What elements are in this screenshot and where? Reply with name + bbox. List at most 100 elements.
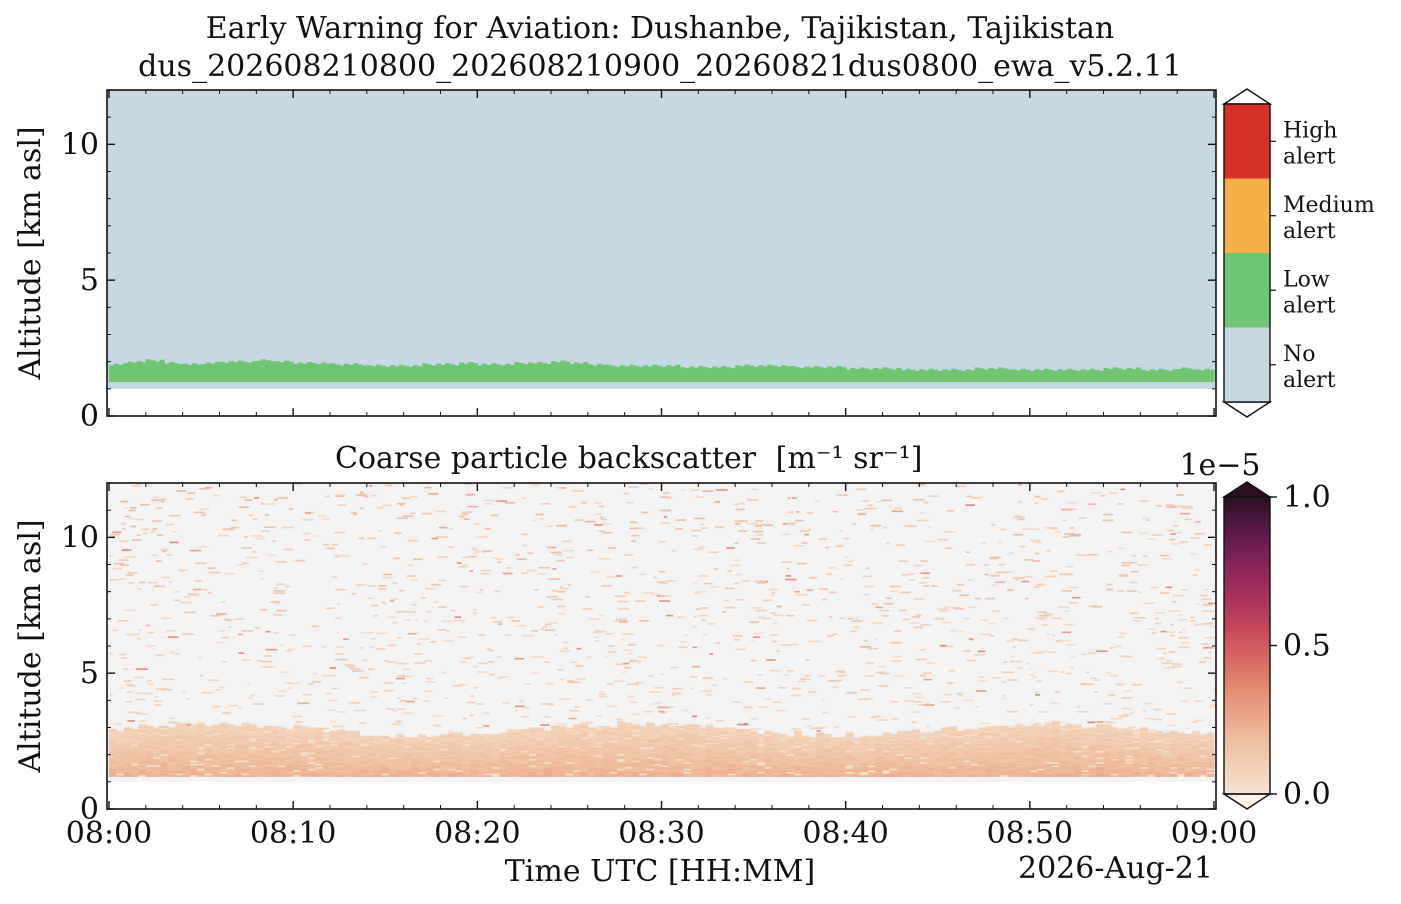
backscatter-cell [956,773,965,776]
backscatter-cell [1007,768,1016,771]
backscatter-cell [668,737,677,740]
backscatter-cell [521,769,530,773]
backscatter-cell [1125,756,1134,759]
backscatter-cell [639,740,648,743]
backscatter-cell [433,743,441,746]
backscatter-cell [1177,747,1186,750]
backscatter-cell [602,756,611,759]
backscatter-cell [271,732,279,735]
backscatter-cell [499,769,508,773]
backscatter-cell [632,771,640,774]
backscatter-cell [1037,747,1046,750]
backscatter-cell [661,732,670,735]
backscatter-cell [477,740,486,743]
backscatter-cell [263,764,272,768]
backscatter-cell [646,740,655,743]
backscatter-cell [757,750,766,753]
backscatter-cell [477,734,486,737]
backscatter-cell [727,732,736,735]
backscatter-cell [609,760,618,763]
backscatter-cell [131,737,139,740]
backscatter-cell [1037,748,1046,751]
backscatter-cell [1044,722,1053,725]
backscatter-cell [934,734,942,737]
backscatter-cell [190,734,198,737]
backscatter-cell [1199,758,1208,761]
backscatter-cell [307,730,316,733]
backscatter-cell [381,771,390,774]
low-alert-cell [247,362,253,383]
backscatter-cell [1051,729,1060,732]
backscatter-cell [602,769,611,773]
backscatter-cell [1118,735,1127,738]
backscatter-cell [720,738,729,742]
low-alert-cell [956,369,962,383]
backscatter-cell [727,727,736,730]
backscatter-cell [558,725,567,728]
backscatter-cell [381,760,390,763]
backscatter-cell [1184,735,1193,738]
backscatter-cell [300,745,309,748]
backscatter-cell [514,756,523,759]
backscatter-cell [882,742,891,745]
backscatter-cell [904,734,913,737]
backscatter-cell [1015,732,1023,735]
backscatter-cell [985,768,994,771]
backscatter-cell [1110,755,1119,758]
backscatter-cell [1125,753,1134,756]
backscatter-cell [926,743,935,746]
backscatter-cell [609,774,618,777]
backscatter-cell [624,760,633,763]
legend-label-line1: No [1283,342,1316,367]
backscatter-cell [418,745,427,748]
backscatter-cell [1044,760,1053,763]
backscatter-cell [307,756,316,759]
backscatter-cell [273,587,279,589]
backscatter-cell [411,756,419,759]
backscatter-cell [970,740,979,743]
backscatter-cell [948,737,957,740]
backscatter-cell [234,725,243,728]
backscatter-cell [661,768,670,771]
backscatter-cell [1155,764,1163,768]
backscatter-cell [779,756,788,759]
backscatter-cell [315,740,324,743]
backscatter-cell [985,734,994,737]
backscatter-cell [248,755,257,758]
backscatter-cell [285,763,294,766]
backscatter-cell [970,760,979,763]
backscatter-cell [705,745,714,748]
backscatter-cell [997,541,1003,544]
backscatter-cell [713,773,721,776]
backscatter-cell [226,747,235,750]
backscatter-cell [558,729,567,732]
backscatter-cell [889,758,898,761]
backscatter-cell [271,771,279,774]
low-alert-cell [574,362,580,383]
backscatter-cell [587,751,596,755]
backscatter-cell [403,743,412,746]
backscatter-cell [690,748,699,751]
backscatter-cell [359,751,368,755]
backscatter-cell [1191,738,1200,742]
backscatter-cell [690,769,699,773]
backscatter-cell [160,738,169,742]
backscatter-cell [433,745,441,748]
backscatter-cell [1125,732,1134,735]
backscatter-cell [499,761,508,764]
backscatter-cell [632,773,640,776]
backscatter-cell [617,738,626,742]
backscatter-cell [359,758,368,761]
backscatter-cell [978,764,987,768]
backscatter-cell [951,589,962,592]
backscatter-cell [271,764,279,768]
backscatter-cell [558,758,567,761]
backscatter-cell [197,758,206,761]
backscatter-cell [256,729,265,732]
backscatter-cell [116,758,125,761]
backscatter-cell [469,743,478,746]
backscatter-cell [1140,742,1149,745]
backscatter-cell [153,742,162,745]
backscatter-cell [1096,732,1104,735]
